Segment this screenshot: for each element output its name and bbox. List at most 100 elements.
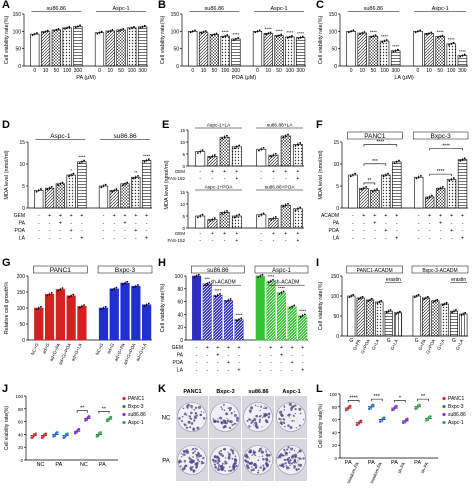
x-tick-label: ad+G bbox=[106, 342, 115, 355]
bar bbox=[356, 297, 365, 337]
matrix-cell: - bbox=[70, 236, 72, 242]
bar bbox=[414, 176, 424, 209]
x-tick-label: 0 bbox=[350, 68, 353, 74]
x-tick-label: 300 bbox=[458, 68, 467, 74]
colony bbox=[295, 462, 298, 464]
y-tick-label: 5 bbox=[182, 214, 185, 219]
x-tick-label: PA bbox=[414, 460, 421, 466]
subgroup-title: sh-ACADM bbox=[211, 280, 236, 286]
data-point bbox=[95, 435, 99, 438]
data-point bbox=[275, 35, 278, 38]
colony bbox=[216, 467, 220, 472]
y-tick-label: 20 bbox=[18, 445, 24, 450]
data-point bbox=[383, 40, 386, 42]
colony bbox=[244, 459, 247, 462]
colony bbox=[246, 420, 249, 422]
data-point bbox=[130, 26, 133, 29]
subgroup-title: sh-ACADM bbox=[274, 280, 299, 286]
data-point bbox=[272, 217, 275, 220]
y-tick-label: 150 bbox=[13, 12, 22, 18]
data-point bbox=[288, 35, 291, 38]
matrix-cell: + bbox=[395, 236, 398, 242]
matrix-cell: - bbox=[146, 228, 148, 234]
colony bbox=[198, 460, 201, 463]
significance-label: **** bbox=[222, 29, 229, 34]
data-point bbox=[196, 216, 199, 219]
matrix-cell: - bbox=[196, 353, 198, 359]
colony bbox=[278, 417, 281, 420]
matrix-cell: - bbox=[238, 360, 240, 366]
matrix-cell: - bbox=[146, 221, 148, 227]
colony bbox=[255, 423, 258, 426]
matrix-cell: - bbox=[81, 228, 83, 234]
x-tick-label: 10 bbox=[201, 68, 207, 74]
colony bbox=[297, 451, 299, 454]
data-point bbox=[107, 31, 110, 33]
colony bbox=[298, 463, 303, 467]
data-point bbox=[40, 436, 44, 439]
y-tick-label: 0 bbox=[334, 64, 337, 70]
data-point bbox=[79, 24, 81, 27]
significance-label: **** bbox=[459, 49, 466, 54]
colony bbox=[246, 466, 250, 470]
data-point bbox=[50, 292, 53, 294]
panel-l: L 0 20 40 60 80 100 Cell viability rate(%) PA ss… bbox=[316, 384, 472, 488]
colony bbox=[190, 404, 193, 408]
matrix-cell: - bbox=[103, 236, 105, 242]
colony bbox=[289, 425, 293, 430]
bar bbox=[459, 313, 468, 337]
bar bbox=[292, 144, 303, 167]
significance-label: **** bbox=[265, 27, 272, 32]
y-axis-label: Cell viability rate(%) bbox=[160, 284, 166, 333]
data-point bbox=[272, 278, 274, 281]
data-point bbox=[450, 178, 453, 181]
column-label: su86.86 bbox=[248, 389, 268, 395]
colony bbox=[262, 469, 264, 472]
data-point bbox=[102, 185, 105, 187]
x-tick-label: PA bbox=[368, 460, 375, 466]
matrix-cell: + bbox=[395, 213, 398, 219]
y-tick-label: 0 bbox=[182, 164, 185, 169]
colony bbox=[250, 406, 254, 410]
significance-label: *** bbox=[374, 394, 381, 400]
colony bbox=[178, 459, 182, 463]
group-title: Aspc-1 bbox=[272, 268, 291, 274]
y-tick-label: 40 bbox=[18, 432, 24, 437]
data-point bbox=[459, 160, 462, 162]
matrix-cell: - bbox=[281, 368, 283, 374]
matrix-cell: - bbox=[396, 228, 398, 234]
x-tick-label: 50 bbox=[212, 68, 218, 74]
bar bbox=[131, 285, 141, 341]
data-point bbox=[393, 162, 396, 165]
data-point bbox=[68, 296, 70, 299]
data-point bbox=[287, 202, 289, 205]
x-tick-label: G+LA bbox=[436, 338, 445, 351]
x-tick-label: G+PA bbox=[417, 338, 427, 351]
data-point bbox=[404, 419, 407, 423]
colony bbox=[223, 420, 227, 424]
colony bbox=[233, 413, 237, 417]
data-point bbox=[213, 33, 216, 36]
data-point bbox=[385, 39, 388, 41]
bar bbox=[141, 304, 152, 341]
data-point bbox=[213, 217, 216, 220]
panel-label: J bbox=[2, 384, 9, 395]
data-point bbox=[34, 432, 37, 436]
data-point bbox=[395, 313, 398, 315]
matrix-cell: - bbox=[206, 360, 208, 366]
colony bbox=[265, 453, 269, 457]
x-tick-label: 10 bbox=[265, 68, 271, 74]
y-axis-label: Cell viability rate(%) bbox=[318, 404, 324, 449]
matrix-cell: + bbox=[362, 213, 365, 219]
colony bbox=[294, 412, 297, 415]
data-point bbox=[147, 158, 150, 161]
bar bbox=[295, 37, 306, 67]
data-point bbox=[225, 300, 228, 303]
x-axis-label: LA (μM) bbox=[394, 75, 414, 81]
group-title: su86.86 bbox=[47, 6, 67, 12]
colony bbox=[178, 417, 181, 420]
colony bbox=[258, 455, 260, 457]
data-point bbox=[37, 189, 40, 192]
data-point bbox=[221, 212, 224, 215]
